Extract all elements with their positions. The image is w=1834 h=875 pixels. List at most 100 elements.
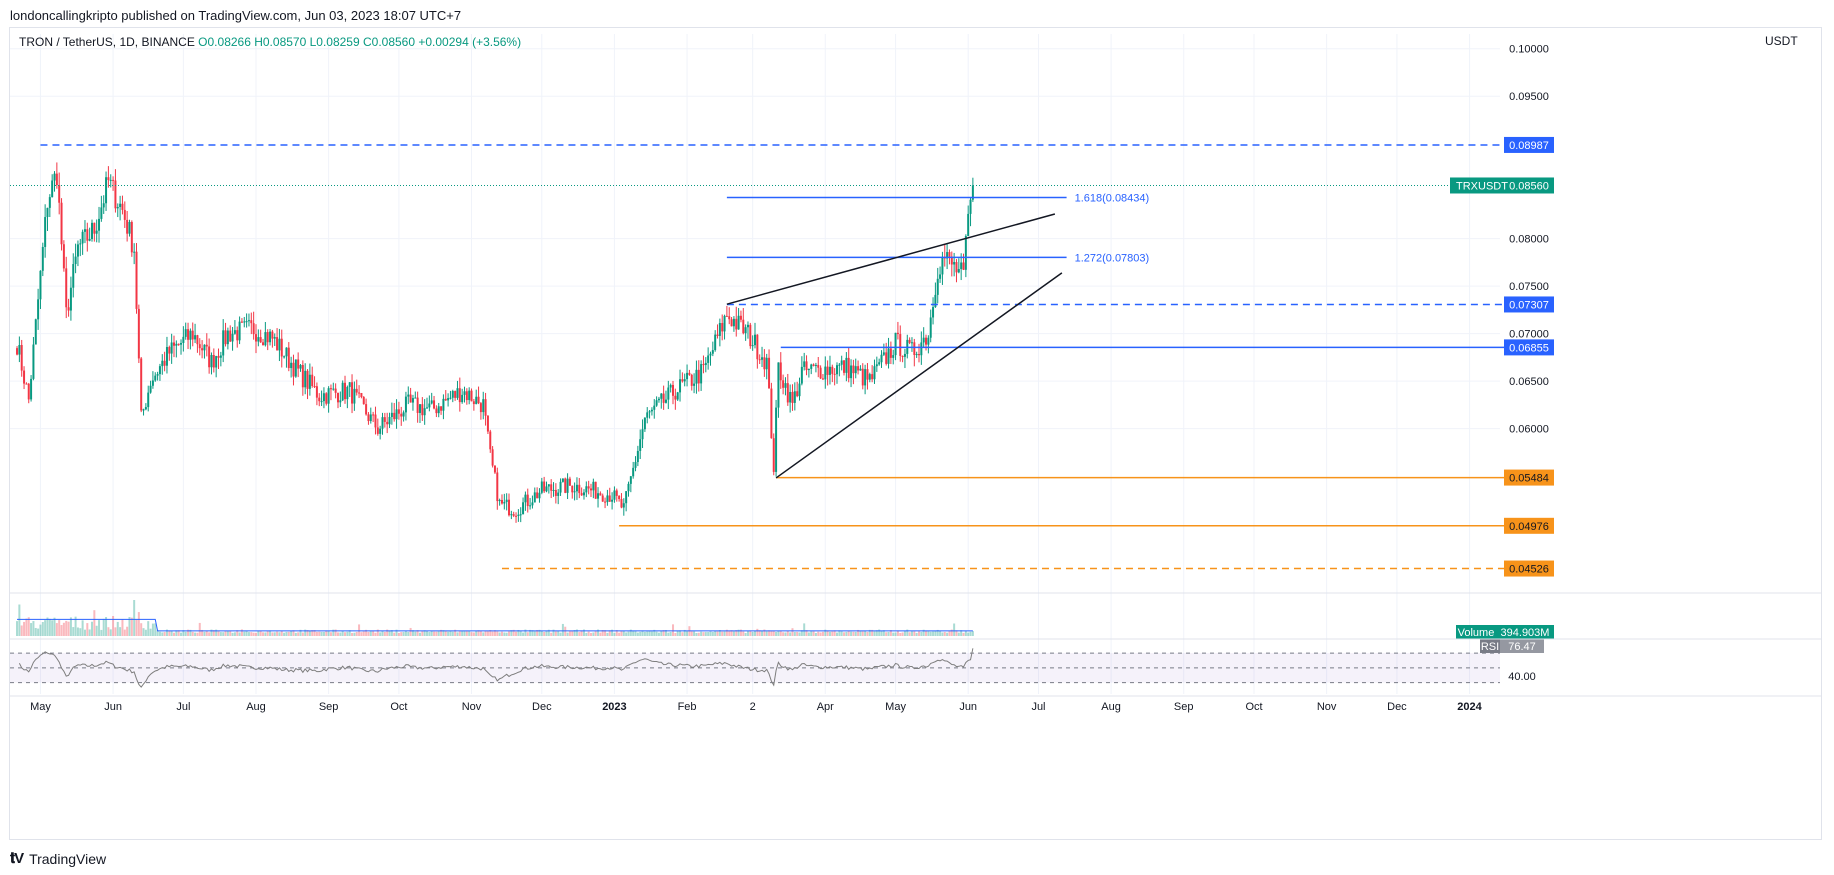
volume-bar — [814, 632, 817, 636]
volume-bar — [749, 630, 752, 636]
volume-bar — [901, 632, 904, 636]
volume-bar — [812, 631, 815, 636]
candle-body — [351, 382, 354, 404]
candle-body — [334, 388, 337, 393]
volume-tag — [1456, 625, 1496, 639]
candle-body — [632, 467, 635, 477]
candle-body — [519, 514, 522, 516]
volume-bar — [725, 629, 728, 636]
level-label: 0.08987 — [1509, 140, 1549, 152]
volume-bar — [463, 630, 466, 636]
price-tick-label: 0.09500 — [1509, 91, 1549, 103]
volume-bar — [648, 630, 651, 636]
volume-bar — [796, 631, 799, 636]
candle-body — [831, 366, 834, 374]
candle-body — [908, 339, 911, 343]
candle-body — [627, 483, 630, 492]
candle-body — [362, 397, 365, 405]
candle-body — [515, 515, 518, 517]
volume-bar — [109, 629, 112, 636]
candle-body — [594, 481, 597, 499]
time-tick-label: Jun — [959, 701, 977, 713]
candle-body — [376, 427, 379, 434]
candle-body — [639, 439, 642, 451]
candle-body — [215, 356, 218, 368]
volume-bar — [48, 618, 51, 636]
time-tick-label: Oct — [390, 701, 407, 713]
candle-body — [910, 342, 913, 344]
time-tick-label: 2024 — [1457, 701, 1482, 713]
candle-body — [704, 362, 707, 366]
footer-logo[interactable]: 𝐭V TradingView — [10, 850, 106, 867]
candle-body — [158, 366, 161, 375]
candle-body — [636, 450, 639, 463]
candle-body — [280, 338, 283, 357]
candle-body — [915, 354, 918, 356]
volume-bar — [932, 631, 935, 636]
volume-bar — [86, 623, 89, 636]
volume-bar — [90, 621, 93, 636]
candle-body — [653, 405, 656, 410]
tradingview-logo-icon: 𝐭V — [10, 850, 24, 867]
candle-body — [498, 500, 501, 502]
volume-bar — [681, 632, 684, 636]
candle-body — [48, 197, 51, 208]
volume-bar — [390, 630, 393, 636]
candle-body — [707, 355, 710, 363]
candle-body — [672, 384, 675, 396]
candle-body — [484, 399, 487, 416]
candle-body — [768, 357, 771, 389]
volume-bar — [468, 630, 471, 636]
volume-bar — [493, 630, 496, 636]
volume-bar — [23, 621, 26, 636]
candle-body — [229, 330, 232, 342]
volume-bar — [39, 624, 42, 636]
volume-bar — [540, 630, 543, 636]
volume-bar — [182, 630, 185, 636]
candle-body — [325, 393, 328, 404]
volume-bar — [896, 630, 899, 636]
candle-body — [608, 495, 611, 502]
candle-body — [254, 334, 257, 342]
volume-bar — [768, 630, 771, 636]
volume-bar — [613, 632, 616, 636]
volume-bar — [112, 616, 115, 636]
volume-bar — [74, 616, 77, 636]
candle-body — [646, 412, 649, 418]
symbol-title[interactable]: TRON / TetherUS, 1D, BINANCE — [19, 35, 195, 49]
candle-body — [559, 481, 562, 493]
volume-bar — [915, 632, 918, 636]
volume-bar — [482, 632, 485, 636]
volume-bar — [154, 623, 157, 636]
volume-bar — [756, 628, 759, 636]
volume-bar — [571, 630, 574, 636]
price-tick-label: 0.06500 — [1509, 376, 1549, 388]
volume-bar — [857, 629, 860, 636]
time-tick-label: Aug — [246, 701, 266, 713]
volume-bar — [475, 630, 478, 636]
candle-body — [95, 230, 98, 234]
candle-body — [585, 486, 588, 493]
volume-bar — [353, 632, 356, 636]
volume-bar — [365, 629, 368, 636]
volume-bar — [191, 631, 194, 636]
candle-body — [950, 256, 953, 265]
volume-bar — [119, 627, 122, 636]
candle-body — [611, 499, 614, 502]
symbol-legend[interactable]: TRON / TetherUS, 1D, BINANCE O0.08266 H0… — [19, 35, 521, 49]
volume-bar — [266, 631, 269, 636]
candles-layer — [16, 162, 974, 523]
candle-body — [711, 350, 714, 354]
candle-body — [967, 213, 970, 237]
candle-body — [23, 370, 26, 384]
candle-body — [313, 386, 316, 388]
volume-bar — [892, 632, 895, 636]
volume-bar — [269, 630, 272, 636]
level-label: 0.05484 — [1509, 473, 1549, 485]
volume-bar — [245, 630, 248, 636]
volume-bar — [751, 631, 754, 636]
candle-body — [170, 342, 173, 354]
volume-bar — [758, 630, 761, 636]
candle-body — [784, 383, 787, 388]
